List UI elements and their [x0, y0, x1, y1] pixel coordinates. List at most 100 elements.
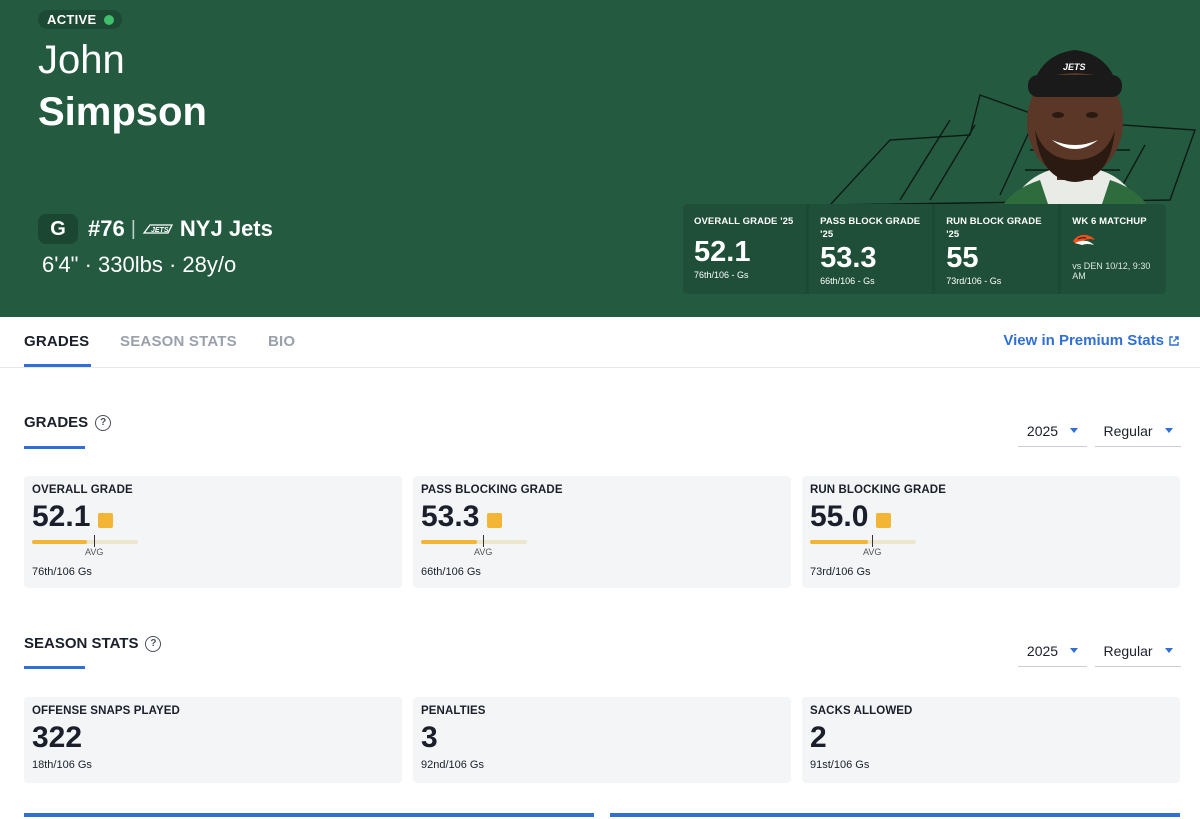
season-stats-title-text: SEASON STATS — [24, 635, 139, 652]
hero-stat-pass-block: PASS BLOCK GRADE '25 53.3 66th/106 - Gs — [809, 204, 933, 294]
player-headshot-image: JETS — [1000, 50, 1150, 210]
caret-down-icon — [1070, 428, 1079, 433]
grade-card-rank: 76th/106 Gs — [32, 566, 92, 578]
grade-card-label: RUN BLOCKING GRADE — [810, 484, 946, 496]
grade-card-value: 53.3 — [421, 500, 480, 533]
player-first-name: John — [38, 38, 125, 82]
svg-text:JETS: JETS — [1063, 62, 1086, 72]
avg-marker — [94, 535, 95, 547]
stat-card-value: 322 — [32, 721, 83, 754]
jets-logo-icon: JETS — [142, 224, 173, 234]
matchup-card[interactable]: WK 6 MATCHUP vs DEN 10/12, 9:30 AM — [1061, 204, 1166, 294]
hero-stat-rank: 66th/106 - Gs — [820, 276, 875, 286]
stat-card-rank: 92nd/106 Gs — [421, 759, 484, 771]
grade-card-rank: 66th/106 Gs — [421, 566, 481, 578]
player-last-name: Simpson — [38, 90, 207, 134]
grade-color-indicator — [876, 512, 892, 528]
grades-year-dropdown[interactable]: 2025 — [1018, 415, 1087, 447]
avg-marker — [483, 535, 484, 547]
broncos-logo-icon — [1073, 234, 1096, 245]
caret-down-icon — [1070, 648, 1079, 653]
grades-season-type-dropdown[interactable]: Regular — [1095, 415, 1181, 447]
season-stats-year-dropdown[interactable]: 2025 — [1018, 635, 1087, 667]
dropdown-value: Regular — [1103, 642, 1153, 659]
status-label: ACTIVE — [47, 12, 97, 27]
player-physical: 6'4" · 330lbs · 28y/o — [42, 252, 237, 277]
external-link-icon — [1169, 335, 1179, 346]
help-icon[interactable]: ? — [95, 414, 112, 431]
dropdown-value: 2025 — [1026, 422, 1059, 439]
player-hero: ACTIVE John Simpson G #76 | JETS NYJ Jet… — [0, 0, 1200, 317]
stat-card-offense-snaps: OFFENSE SNAPS PLAYED 322 18th/106 Gs — [24, 697, 402, 783]
avg-label: AVG — [474, 547, 493, 557]
status-dot-icon — [104, 14, 115, 25]
hero-stat-run-block: RUN BLOCK GRADE '25 55 73rd/106 - Gs — [935, 204, 1059, 294]
help-icon[interactable]: ? — [145, 635, 162, 652]
stat-card-label: PENALTIES — [421, 705, 486, 717]
hero-stat-value: 53.3 — [820, 242, 877, 274]
dropdown-value: Regular — [1103, 422, 1153, 439]
caret-down-icon — [1164, 648, 1173, 653]
hero-stat-value: 55 — [946, 242, 979, 274]
stat-card-rank: 91st/106 Gs — [810, 759, 870, 771]
hero-stat-rank: 76th/106 - Gs — [694, 270, 749, 280]
svg-text:JETS: JETS — [151, 227, 169, 234]
grade-color-indicator — [98, 512, 114, 528]
season-stats-season-type-dropdown[interactable]: Regular — [1095, 635, 1181, 667]
stat-card-sacks-allowed: SACKS ALLOWED 2 91st/106 Gs — [802, 697, 1180, 783]
stat-card-label: OFFENSE SNAPS PLAYED — [32, 705, 180, 717]
info-separator: | — [130, 217, 136, 240]
matchup-text: vs DEN 10/12, 9:30 AM — [1072, 261, 1151, 281]
stat-card-label: SACKS ALLOWED — [810, 705, 913, 717]
premium-stats-label: View in Premium Stats — [1003, 332, 1164, 349]
grade-card-label: PASS BLOCKING GRADE — [421, 484, 563, 496]
hero-stat-label: OVERALL GRADE '25 — [694, 216, 794, 227]
grade-color-indicator — [487, 512, 503, 528]
stat-card-value: 3 — [421, 721, 438, 754]
tab-bio[interactable]: BIO — [268, 333, 296, 350]
stat-card-rank: 18th/106 Gs — [32, 759, 92, 771]
stat-card-value: 2 — [810, 721, 827, 754]
avg-marker — [872, 535, 873, 547]
tab-grades[interactable]: GRADES — [24, 333, 90, 350]
dropdown-value: 2025 — [1026, 642, 1059, 659]
team-name: NYJ Jets — [179, 216, 273, 241]
grade-card-pass-blocking: PASS BLOCKING GRADE 53.3 AVG 66th/106 Gs — [413, 476, 791, 588]
grade-bar-fill — [32, 540, 88, 544]
season-stats-title-underline — [24, 666, 85, 669]
grade-bar-fill — [421, 540, 478, 544]
tab-season-stats[interactable]: SEASON STATS — [120, 333, 237, 350]
hero-stats-panel: OVERALL GRADE '25 52.1 76th/106 - Gs PAS… — [683, 204, 1166, 294]
grades-section-title: GRADES ? — [24, 414, 112, 431]
stat-card-penalties: PENALTIES 3 92nd/106 Gs — [413, 697, 791, 783]
grade-card-label: OVERALL GRADE — [32, 484, 133, 496]
jersey-number: #76 — [88, 216, 125, 241]
hero-stat-label: PASS BLOCK GRADE '25 — [820, 216, 921, 240]
hero-stat-overall: OVERALL GRADE '25 52.1 76th/106 - Gs — [683, 204, 807, 294]
active-tab-indicator — [24, 364, 91, 367]
caret-down-icon — [1164, 428, 1173, 433]
profile-tabs: GRADES SEASON STATS BIO View in Premium … — [0, 317, 1200, 368]
season-stats-section-title: SEASON STATS ? — [24, 635, 162, 652]
grade-bar-fill — [810, 540, 869, 544]
premium-stats-link[interactable]: View in Premium Stats — [1003, 332, 1180, 349]
grade-bar: AVG — [810, 535, 916, 557]
grade-bar: AVG — [421, 535, 527, 557]
hero-stat-label: RUN BLOCK GRADE '25 — [946, 216, 1042, 240]
grade-card-rank: 73rd/106 Gs — [810, 566, 871, 578]
avg-label: AVG — [863, 547, 882, 557]
avg-label: AVG — [85, 547, 104, 557]
grade-card-overall: OVERALL GRADE 52.1 AVG 76th/106 Gs — [24, 476, 402, 588]
player-info-row: G #76 | JETS NYJ Jets — [38, 214, 273, 244]
grade-card-value: 52.1 — [32, 500, 91, 533]
grade-card-run-blocking: RUN BLOCKING GRADE 55.0 AVG 73rd/106 Gs — [802, 476, 1180, 588]
grade-card-value: 55.0 — [810, 500, 869, 533]
hero-stat-value: 52.1 — [694, 236, 751, 268]
position-badge: G — [38, 214, 78, 244]
section-divider-bar — [24, 813, 594, 817]
grade-bar: AVG — [32, 535, 138, 557]
grades-title-text: GRADES — [24, 414, 89, 431]
section-divider-bar — [610, 813, 1180, 817]
status-badge: ACTIVE — [38, 10, 123, 29]
matchup-label: WK 6 MATCHUP — [1072, 216, 1147, 227]
